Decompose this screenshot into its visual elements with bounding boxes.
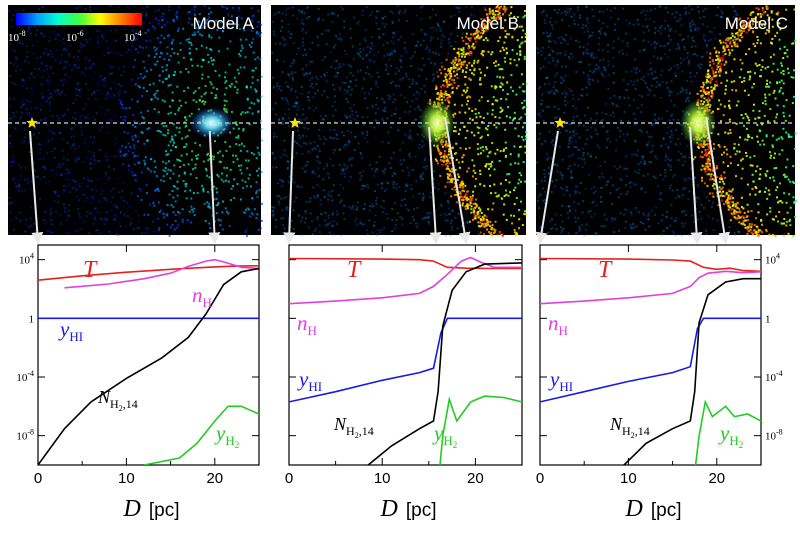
x-axis-label: D [pc]: [380, 496, 437, 522]
plot-frame: [37, 244, 260, 466]
series-line-yH2: [694, 399, 761, 465]
series-lines: [540, 257, 761, 465]
y-tick-label: 10-4: [16, 369, 34, 384]
x-tick-label: 10: [118, 470, 135, 487]
colorbar-tick-label: 10-6: [66, 29, 84, 44]
colorbar-tick-label: 10-4: [124, 29, 142, 44]
series-label-T: T: [347, 257, 362, 283]
y-tick-label: 104: [765, 252, 780, 267]
simulation-image-3: Model C: [536, 5, 797, 237]
simulation-images: Model A Model B Model C: [8, 5, 797, 237]
series-line-nH: [540, 270, 761, 305]
series-line-yHI: [289, 317, 522, 403]
profile-plot-1: 0 10 20 104 1 10-4 10-8 TnH yHI NH2,14 yH2 D [pc]: [16, 244, 260, 522]
series-label-NH2: NH2,14: [97, 387, 138, 413]
y-tick-label: 104: [19, 252, 34, 267]
x-axis-label: D [pc]: [123, 496, 180, 522]
series-line-NH2: [623, 277, 761, 465]
series-line-yH2: [143, 405, 259, 465]
simulation-image-1: Model A: [8, 5, 263, 237]
front-arrow: [428, 126, 442, 245]
x-tick-label: 20: [206, 470, 223, 487]
panel-title: Model B: [457, 14, 519, 33]
series-label-T: T: [83, 257, 98, 283]
particle-scatter: [536, 5, 797, 237]
y-tick-label: 1: [765, 313, 771, 325]
panel-title: Model A: [193, 14, 255, 33]
x-tick-label: 0: [285, 470, 293, 487]
x-axis-label: D [pc]: [625, 496, 682, 522]
x-tick-label: 0: [34, 470, 42, 487]
star-arrow: [535, 130, 559, 245]
panel-title: Model C: [725, 14, 788, 33]
series-label-NH2: NH2,14: [609, 414, 650, 440]
particle-scatter: [271, 5, 528, 237]
series-line-T: [540, 257, 761, 273]
x-tick-label: 10: [374, 470, 391, 487]
series-line-NH2: [367, 262, 522, 465]
series-line-T: [289, 257, 522, 270]
x-tick-label: 10: [620, 470, 637, 487]
series-label-yH2: yH2: [718, 421, 743, 450]
series-label-nH: nH: [192, 283, 212, 310]
arrow-group-3: [535, 116, 731, 245]
y-tick-label: 10-4: [765, 369, 783, 384]
profile-plot-2: 0 10 20 TnH yHI NH2,14 yH2 D [pc]: [285, 244, 523, 522]
arrow-group-2: [283, 116, 471, 245]
series-label-yHI: yHI: [297, 367, 322, 394]
simulation-image-2: Model B: [271, 5, 528, 237]
projection-arrows: [29, 116, 731, 245]
series-label-yH2: yH2: [214, 421, 239, 450]
series-line-nH: [64, 258, 259, 289]
x-tick-label: 0: [536, 470, 544, 487]
ionization-front-glow: [419, 99, 456, 147]
star-icon: [554, 117, 566, 128]
x-tick-label: 20: [467, 470, 484, 487]
series-label-NH2: NH2,14: [333, 414, 374, 440]
star-icon: [289, 117, 301, 128]
series-line-yH2: [439, 395, 522, 465]
front-arrow: [444, 116, 471, 245]
front-arrow: [208, 130, 221, 245]
y-tick-label: 10-8: [16, 428, 34, 443]
series-lines: [289, 256, 522, 465]
series-label-nH: nH: [548, 311, 568, 338]
star-arrow: [29, 130, 44, 245]
profile-plot-3: 0 10 20 104 1 10-4 10-8 TnH yHI NH2,14 yH2 D [pc]: [536, 244, 783, 522]
star-arrow: [283, 130, 296, 245]
y-tick-label: 10-8: [765, 428, 783, 443]
series-label-yHI: yHI: [58, 317, 83, 344]
image-background: [536, 5, 795, 235]
star-icon: [26, 117, 38, 128]
series-label-nH: nH: [297, 311, 317, 338]
plot-frame: [539, 244, 762, 466]
front-arrow: [689, 126, 703, 245]
series-line-yHI: [540, 317, 761, 403]
series-label-T: T: [598, 257, 613, 283]
x-tick-label: 20: [708, 470, 725, 487]
y-tick-label: 1: [29, 313, 35, 325]
colorbar-tick-label: 10-8: [8, 29, 26, 44]
series-lines: [38, 258, 259, 465]
plot-frame: [288, 244, 523, 466]
front-arrow: [705, 116, 731, 245]
colorbar-gradient: [16, 13, 142, 25]
series-line-NH2: [38, 267, 259, 465]
arrow-group-1: [29, 130, 221, 245]
colorbar: 10-8 10-6 10-4: [8, 13, 142, 44]
series-label-yH2: yH2: [432, 421, 457, 450]
image-background: [271, 5, 526, 235]
series-label-yHI: yHI: [548, 367, 573, 394]
